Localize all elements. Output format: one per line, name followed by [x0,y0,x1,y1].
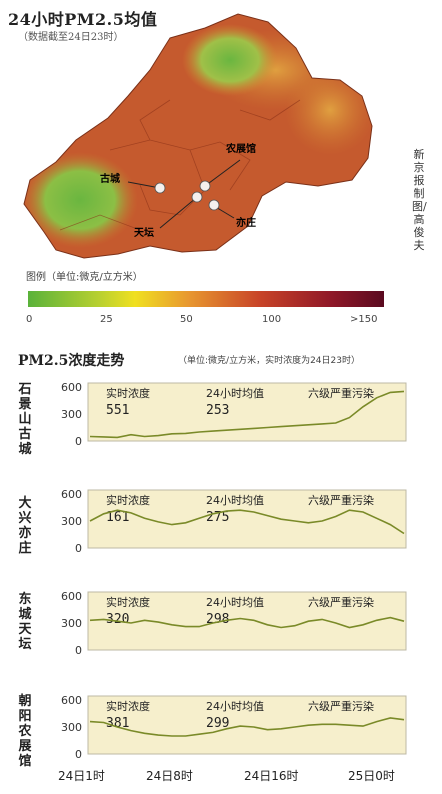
chart-2-level-label: 六级严重污染 [308,595,374,609]
label-nongzhanguan: 农展馆 [225,142,256,155]
section-note: （单位:微克/立方米，实时浓度为24日23时） [178,356,360,366]
chart-2-avg-value: 298 [206,612,229,627]
x-label-3: 25日0时 [348,769,395,783]
chart-0-ytick-1: 300 [61,408,82,421]
chart-3-ytick-0: 600 [61,694,82,707]
chart-0-ytick-0: 600 [61,381,82,394]
station-tiantan-marker [191,191,203,203]
legend-tick-100: 100 [262,314,282,325]
chart-0-level-label: 六级严重污染 [308,386,374,400]
chart-1-level-label: 六级严重污染 [308,493,374,507]
chart-3-avg-value: 299 [206,716,229,731]
section-title: PM2.5浓度走势 [18,353,125,369]
chart-3-realtime-label: 实时浓度 [106,699,150,713]
legend-color-bar [28,291,384,307]
chart-1-ytick-2: 0 [75,542,82,555]
station-gucheng-marker [154,182,166,194]
chart-2-realtime-label: 实时浓度 [106,595,150,609]
chart-0-series-line [89,390,405,439]
chart-3-realtime-value: 381 [106,716,129,731]
label-tiantan: 天坛 [134,226,154,239]
label-gucheng: 古城 [100,172,120,185]
site-label-shijingshan: 石景山古城 [18,382,32,457]
chart-1-avg-label: 24小时均值 [206,494,264,507]
chart-0-avg-label: 24小时均值 [206,387,264,400]
chart-1-series-line [89,509,405,535]
chart-3-series-line [89,717,405,737]
map-subtitle: （数据截至24日23时） [18,32,124,43]
map-credit: 新京报制图/高俊夫 [412,148,427,252]
chart-0-realtime-value: 551 [106,403,129,418]
site-label-dongcheng: 东城天坛 [18,592,32,652]
chart-2-avg-label: 24小时均值 [206,596,264,609]
legend-tick-0: 0 [26,314,33,325]
chart-2-series-line [89,616,405,629]
x-label-0: 24日1时 [58,769,105,783]
map-title: 24小时PM2.5均值 [8,10,158,29]
site-label-chaoyang: 朝阳农展馆 [18,694,32,769]
chart-0-realtime-label: 实时浓度 [106,386,150,400]
chart-1-panel [87,489,407,549]
chart-2-ytick-0: 600 [61,590,82,603]
chart-1-realtime-label: 实时浓度 [106,493,150,507]
legend-title: 图例（单位:微克/立方米） [26,272,143,283]
chart-2-ytick-1: 300 [61,617,82,630]
chart-0-ytick-2: 0 [75,435,82,448]
site-label-daxing: 大兴亦庄 [18,496,32,556]
x-label-2: 24日16时 [244,769,299,783]
chart-3-level-label: 六级严重污染 [308,699,374,713]
station-nongzhanguan-marker [199,180,211,192]
station-yizhuang-marker [208,199,220,211]
x-label-1: 24日8时 [146,769,193,783]
legend-tick-50: 50 [180,314,193,325]
chart-3-ytick-2: 0 [75,748,82,761]
beijing-map: 农展馆 古城 天坛 亦庄 [23,13,373,259]
chart-3-ytick-1: 300 [61,721,82,734]
chart-2-ytick-2: 0 [75,644,82,657]
legend-tick-150: >150 [350,314,378,325]
chart-3-avg-label: 24小时均值 [206,700,264,713]
chart-2-realtime-value: 320 [106,612,129,627]
chart-0-panel [87,382,407,442]
chart-1-ytick-1: 300 [61,515,82,528]
label-yizhuang: 亦庄 [236,216,256,229]
chart-1-ytick-0: 600 [61,488,82,501]
legend-tick-25: 25 [100,314,113,325]
chart-1-realtime-value: 161 [106,510,129,525]
chart-0-avg-value: 253 [206,403,229,418]
